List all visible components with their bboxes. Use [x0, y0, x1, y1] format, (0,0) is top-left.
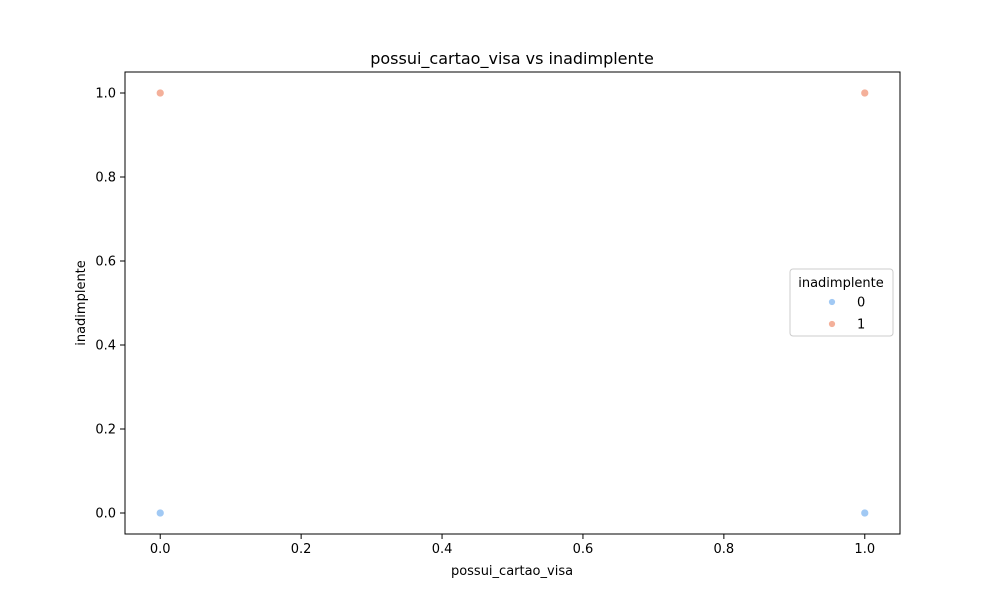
plot-area: 0.0 0.2 0.4 0.6 0.8 1.0 0.0 0.2 0.4 0.6 0.8 1.0: [95, 71, 901, 557]
x-tick-label: 1.0: [854, 542, 875, 557]
y-tick-label: 0.2: [95, 423, 116, 438]
legend-label-1: 1: [857, 318, 865, 333]
data-point-series-0: [155, 508, 165, 518]
x-tick-label: 0.4: [432, 542, 453, 557]
plot-frame: [124, 71, 901, 535]
legend: inadimplente 01: [789, 268, 894, 337]
y-tick-label: 0.6: [95, 255, 116, 270]
y-tick-label: 0.8: [95, 171, 116, 186]
x-tick-label: 0.6: [573, 542, 594, 557]
legend-marker-0: [828, 298, 836, 306]
y-axis: 0.0 0.2 0.4 0.6 0.8 1.0: [95, 87, 125, 522]
legend-box: [789, 268, 894, 337]
data-point-series-1: [860, 88, 870, 98]
legend-items: 01: [828, 296, 865, 333]
y-tick-label: 1.0: [95, 87, 116, 102]
y-axis-label: inadimplente: [74, 260, 89, 346]
legend-marker-1: [828, 320, 836, 328]
x-tick-label: 0.8: [714, 542, 735, 557]
data-point-series-0: [860, 508, 870, 518]
x-axis: 0.0 0.2 0.4 0.6 0.8 1.0: [150, 534, 875, 557]
y-tick-label: 0.4: [95, 339, 116, 354]
y-tick-label: 0.0: [95, 507, 116, 522]
data-point-series-1: [155, 88, 165, 98]
x-tick-label: 0.0: [150, 542, 171, 557]
data-points: [155, 88, 870, 518]
x-tick-label: 0.2: [291, 542, 312, 557]
chart-title: possui_cartao_visa vs inadimplente: [370, 49, 654, 69]
legend-title: inadimplente: [798, 276, 884, 291]
legend-label-0: 0: [857, 296, 865, 311]
x-axis-label: possui_cartao_visa: [451, 564, 573, 579]
